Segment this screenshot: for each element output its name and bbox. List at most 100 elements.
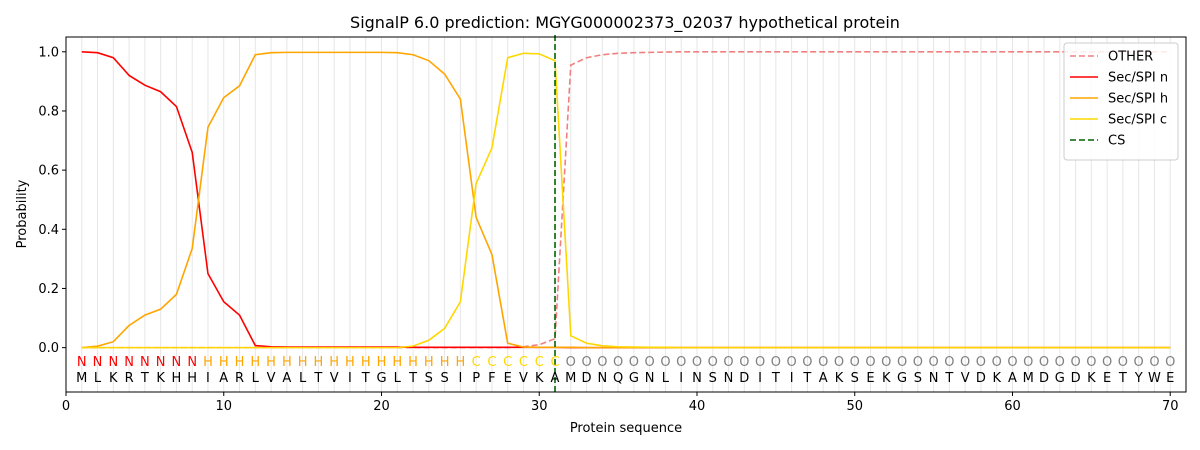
legend-label: Sec/SPI h xyxy=(1108,92,1168,107)
region-label: O xyxy=(1023,355,1033,370)
region-label: O xyxy=(992,355,1002,370)
region-label: O xyxy=(1149,355,1159,370)
x-axis-ticks: 0 10 20 30 40 50 60 70 xyxy=(62,392,1178,414)
sequence-residue: W xyxy=(1148,371,1161,386)
sequence-residue: V xyxy=(961,371,970,386)
sequence-residue: G xyxy=(1055,371,1065,386)
region-label: O xyxy=(1007,355,1017,370)
sequence-residue: A xyxy=(819,371,828,386)
sequence-residue: L xyxy=(94,371,102,386)
sequence-residue: D xyxy=(739,371,749,386)
sequence-residue: N xyxy=(929,371,939,386)
sequence-residue: N xyxy=(692,371,702,386)
sequence-residue: A xyxy=(219,371,228,386)
region-label: O xyxy=(913,355,923,370)
sequence-residue: A xyxy=(1008,371,1017,386)
region-label: O xyxy=(1086,355,1096,370)
region-label: N xyxy=(156,355,166,370)
sequence-annotations: NMNLNKNRNTNKNHNHHIHAHRHLHVHAHLHTHVHIHTHG… xyxy=(76,355,1175,386)
region-label: N xyxy=(77,355,87,370)
vertical-gridlines xyxy=(81,37,1171,392)
sequence-residue: I xyxy=(348,371,352,386)
region-label: O xyxy=(802,355,812,370)
plot-frame xyxy=(65,36,1187,393)
y-tick-label: 0.0 xyxy=(38,341,59,356)
region-label: O xyxy=(771,355,781,370)
sequence-residue: T xyxy=(361,371,370,386)
x-tick-label: 20 xyxy=(373,399,390,414)
region-label: O xyxy=(834,355,844,370)
sequence-residue: T xyxy=(1118,371,1127,386)
region-label: H xyxy=(282,355,292,370)
sequence-residue: E xyxy=(1103,371,1111,386)
region-label: H xyxy=(455,355,465,370)
region-label: O xyxy=(881,355,891,370)
sequence-residue: E xyxy=(866,371,874,386)
region-label: O xyxy=(960,355,970,370)
sequence-residue: L xyxy=(252,371,260,386)
sequence-residue: S xyxy=(709,371,717,386)
sequence-residue: T xyxy=(771,371,780,386)
sequence-residue: I xyxy=(758,371,762,386)
y-tick-label: 0.4 xyxy=(38,223,59,238)
sequence-residue: I xyxy=(206,371,210,386)
x-axis-label: Protein sequence xyxy=(570,421,682,436)
region-label: N xyxy=(124,355,134,370)
sequence-residue: H xyxy=(187,371,197,386)
region-label: O xyxy=(613,355,623,370)
sequence-residue: S xyxy=(851,371,859,386)
region-label: H xyxy=(345,355,355,370)
region-label: H xyxy=(266,355,276,370)
region-label: H xyxy=(361,355,371,370)
sequence-residue: E xyxy=(1166,371,1174,386)
region-label: O xyxy=(787,355,797,370)
region-label: H xyxy=(314,355,324,370)
region-label: H xyxy=(235,355,245,370)
sequence-residue: A xyxy=(551,371,560,386)
sequence-residue: S xyxy=(914,371,922,386)
region-label: O xyxy=(566,355,576,370)
region-label: O xyxy=(645,355,655,370)
y-tick-label: 0.6 xyxy=(38,164,59,179)
region-label: O xyxy=(865,355,875,370)
region-label: C xyxy=(535,355,544,370)
region-label: O xyxy=(581,355,591,370)
region-label: O xyxy=(928,355,938,370)
sequence-residue: V xyxy=(267,371,276,386)
sequence-residue: T xyxy=(944,371,953,386)
region-label: O xyxy=(1118,355,1128,370)
legend-label: CS xyxy=(1108,134,1125,149)
chart-title: SignalP 6.0 prediction: MGYG000002373_02… xyxy=(350,13,900,33)
sequence-residue: K xyxy=(109,371,118,386)
y-tick-label: 1.0 xyxy=(38,45,59,60)
region-label: O xyxy=(660,355,670,370)
region-label: O xyxy=(708,355,718,370)
region-label: H xyxy=(203,355,213,370)
series-lines xyxy=(81,35,1171,392)
x-tick-label: 10 xyxy=(215,399,232,414)
sequence-residue: T xyxy=(802,371,811,386)
sequence-residue: G xyxy=(897,371,907,386)
series-line-sec-spi-h xyxy=(81,51,1171,349)
legend-label: Sec/SPI n xyxy=(1108,71,1168,86)
region-label: O xyxy=(1039,355,1049,370)
sequence-residue: M xyxy=(1023,371,1034,386)
region-label: N xyxy=(140,355,150,370)
y-tick-label: 0.8 xyxy=(38,104,59,119)
legend: OTHER Sec/SPI n Sec/SPI h Sec/SPI c CS xyxy=(1063,42,1179,161)
y-axis-label: Probability xyxy=(15,179,30,248)
sequence-residue: D xyxy=(582,371,592,386)
region-label: C xyxy=(503,355,512,370)
region-label: O xyxy=(723,355,733,370)
region-label: C xyxy=(550,355,559,370)
sequence-residue: F xyxy=(488,371,495,386)
y-axis-ticks: 0.0 0.2 0.4 0.6 0.8 1.0 xyxy=(38,45,66,356)
region-label: N xyxy=(172,355,182,370)
sequence-residue: I xyxy=(458,371,462,386)
sequence-residue: K xyxy=(882,371,891,386)
sequence-residue: Y xyxy=(1134,371,1143,386)
y-tick-label: 0.2 xyxy=(38,282,59,297)
region-label: O xyxy=(676,355,686,370)
sequence-residue: V xyxy=(519,371,528,386)
region-label: C xyxy=(487,355,496,370)
